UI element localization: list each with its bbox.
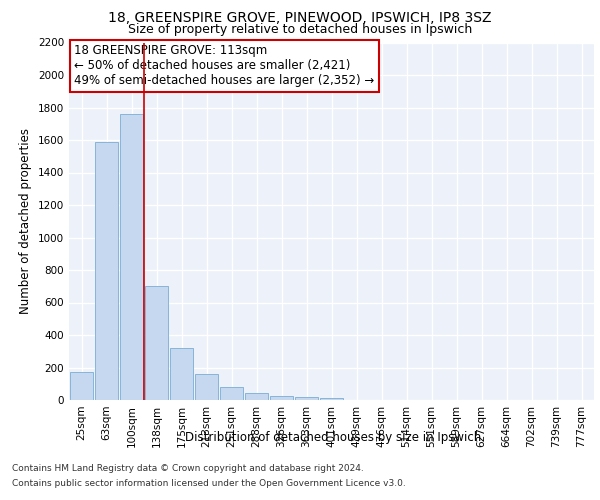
Bar (320, 398, 343, 400)
Bar (295, 397, 318, 400)
Bar (95, 142, 118, 400)
Bar (195, 374, 218, 400)
Text: Distribution of detached houses by size in Ipswich: Distribution of detached houses by size … (185, 431, 481, 444)
Text: Size of property relative to detached houses in Ipswich: Size of property relative to detached ho… (128, 22, 472, 36)
Bar (70, 372, 93, 400)
Text: Contains HM Land Registry data © Crown copyright and database right 2024.: Contains HM Land Registry data © Crown c… (12, 464, 364, 473)
Bar (120, 114, 143, 400)
Y-axis label: Number of detached properties: Number of detached properties (19, 128, 32, 314)
Text: Contains public sector information licensed under the Open Government Licence v3: Contains public sector information licen… (12, 479, 406, 488)
Text: 18 GREENSPIRE GROVE: 113sqm
← 50% of detached houses are smaller (2,421)
49% of : 18 GREENSPIRE GROVE: 113sqm ← 50% of det… (74, 44, 374, 88)
Bar (220, 387, 243, 400)
Bar (170, 348, 193, 400)
Bar (145, 286, 168, 400)
Bar (245, 392, 268, 400)
Bar (270, 396, 293, 400)
Text: 18, GREENSPIRE GROVE, PINEWOOD, IPSWICH, IP8 3SZ: 18, GREENSPIRE GROVE, PINEWOOD, IPSWICH,… (108, 11, 492, 25)
